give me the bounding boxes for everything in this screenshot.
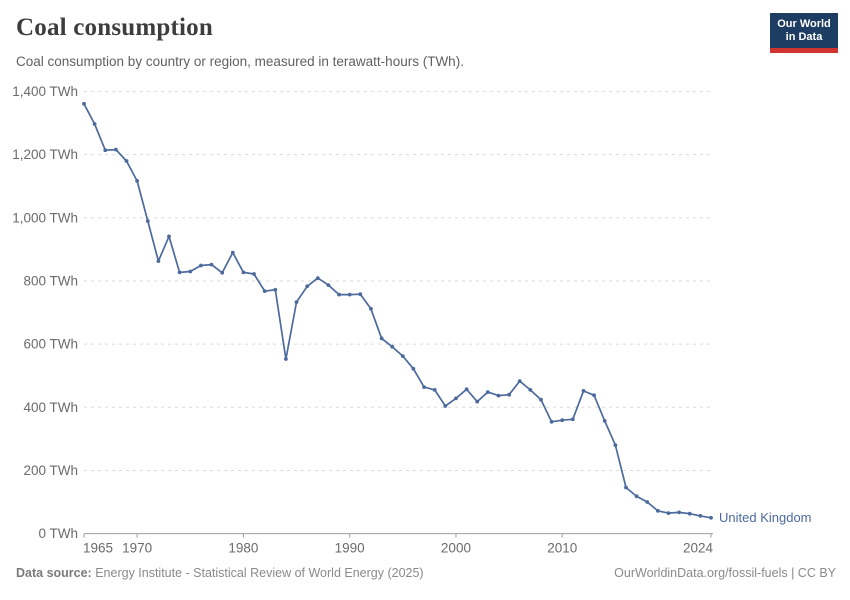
data-point-marker	[677, 510, 681, 515]
credit-link[interactable]: OurWorldinData.org/fossil-fuels | CC BY	[614, 566, 836, 580]
data-point-marker	[358, 292, 363, 297]
x-tick-label: 2024	[683, 541, 714, 556]
data-point-marker	[167, 234, 171, 239]
y-tick-label: 1,000 TWh	[12, 210, 78, 225]
data-point-marker	[337, 292, 341, 297]
data-point-marker	[305, 284, 310, 289]
data-point-marker	[443, 404, 448, 408]
data-point-marker	[145, 219, 150, 223]
data-point-marker	[390, 344, 395, 349]
data-point-marker	[135, 179, 140, 183]
x-tick-label: 1965	[83, 541, 113, 556]
data-point-marker	[188, 269, 193, 274]
data-point-marker	[114, 147, 118, 152]
data-point-marker	[103, 148, 108, 153]
data-point-marker	[411, 366, 416, 371]
data-source-note: Data source: Energy Institute - Statisti…	[16, 566, 424, 580]
data-point-marker	[528, 388, 533, 392]
y-tick-label: 0 TWh	[38, 526, 78, 541]
x-tick-label: 1970	[122, 541, 152, 556]
data-point-marker	[475, 399, 480, 404]
data-point-marker	[379, 336, 384, 341]
data-point-marker	[294, 300, 299, 304]
data-point-marker	[634, 494, 639, 499]
data-point-marker	[432, 388, 437, 392]
data-point-marker	[539, 397, 543, 402]
data-point-marker	[666, 511, 671, 515]
data-point-marker	[220, 270, 225, 275]
data-point-marker	[315, 276, 320, 280]
data-point-marker	[422, 385, 426, 389]
chart-footer: Data source: Energy Institute - Statisti…	[16, 566, 836, 580]
data-point-marker	[241, 270, 246, 275]
data-point-marker	[347, 292, 352, 297]
data-point-marker	[709, 515, 713, 520]
y-tick-label: 800 TWh	[23, 273, 78, 288]
chart-subtitle: Coal consumption by country or region, m…	[16, 54, 464, 69]
data-point-marker	[645, 500, 650, 504]
data-source-label: Data source:	[16, 566, 92, 580]
data-point-marker	[560, 418, 565, 423]
data-point-marker	[252, 272, 256, 276]
data-point-marker	[549, 419, 554, 424]
data-point-marker	[613, 443, 618, 448]
x-tick-label: 2000	[441, 541, 471, 556]
data-point-marker	[602, 419, 607, 423]
y-tick-label: 200 TWh	[23, 463, 78, 478]
data-point-marker	[326, 283, 331, 287]
owid-logo-line1: Our World	[777, 17, 831, 30]
data-point-marker	[464, 387, 469, 392]
data-point-marker	[496, 393, 501, 398]
data-point-marker	[92, 122, 97, 126]
owid-logo[interactable]: Our World in Data	[770, 13, 838, 53]
x-tick-label: 2010	[547, 541, 577, 556]
data-point-marker	[570, 417, 575, 422]
data-point-marker	[507, 392, 511, 397]
data-point-marker	[400, 354, 405, 358]
data-source-text: Energy Institute - Statistical Review of…	[91, 566, 424, 580]
owid-logo-redbar	[770, 48, 838, 53]
data-point-marker	[581, 389, 586, 393]
data-point-marker	[199, 263, 203, 268]
y-tick-label: 400 TWh	[23, 400, 78, 415]
y-tick-label: 1,200 TWh	[12, 147, 78, 162]
page-title: Coal consumption	[16, 14, 213, 41]
data-point-marker	[124, 159, 129, 163]
y-tick-label: 1,400 TWh	[12, 84, 78, 99]
series-line	[83, 102, 712, 519]
data-point-marker	[698, 514, 703, 518]
data-point-marker	[230, 250, 235, 255]
data-point-marker	[284, 357, 288, 361]
data-point-marker	[656, 509, 660, 513]
series-label-united-kingdom[interactable]: United Kingdom	[719, 510, 812, 525]
x-tick-label: 1990	[335, 541, 365, 556]
data-point-marker	[82, 101, 86, 106]
data-point-marker	[454, 396, 458, 401]
owid-logo-line2: in Data	[785, 30, 823, 43]
data-point-marker	[156, 259, 161, 263]
data-point-marker	[369, 306, 373, 311]
owid-logo-text: Our World in Data	[770, 13, 838, 48]
data-point-marker	[262, 289, 267, 293]
data-point-marker	[624, 485, 628, 490]
data-point-marker	[177, 270, 182, 275]
data-point-marker	[517, 379, 522, 383]
data-point-marker	[687, 511, 692, 516]
data-point-marker	[209, 262, 214, 267]
x-tick-label: 1980	[228, 541, 258, 556]
y-tick-label: 600 TWh	[23, 337, 78, 352]
data-point-marker	[273, 287, 278, 292]
data-point-marker	[592, 393, 596, 398]
data-point-marker	[485, 390, 490, 394]
